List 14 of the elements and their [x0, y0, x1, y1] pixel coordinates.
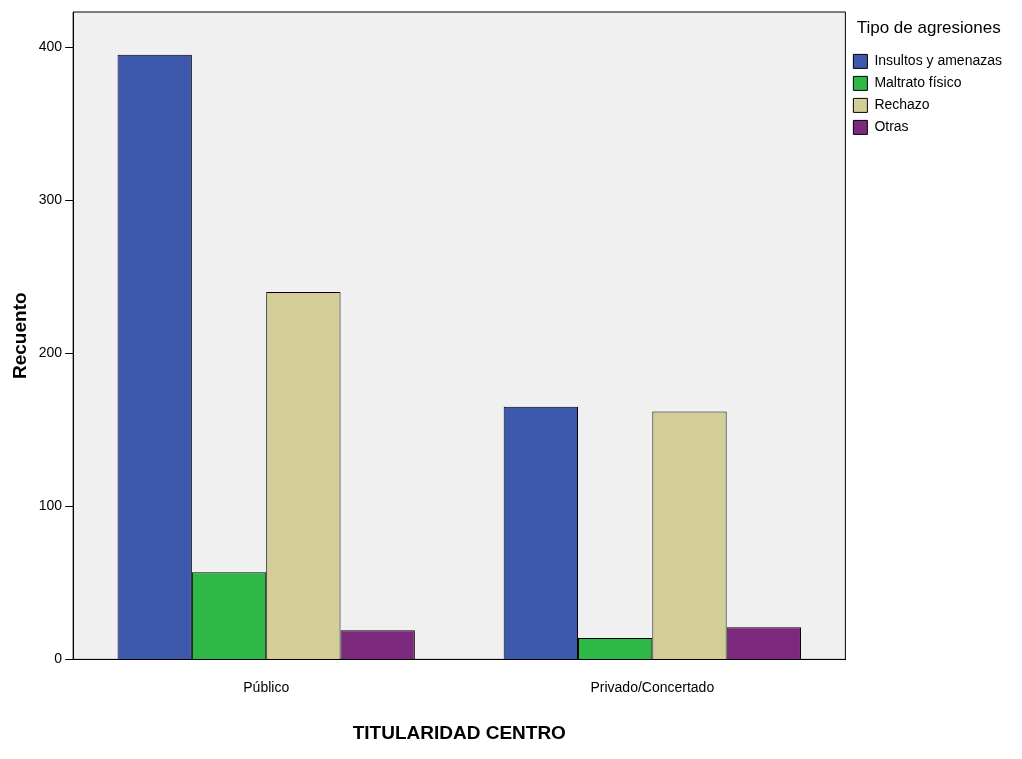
- x-axis-title: TITULARIDAD CENTRO: [352, 721, 566, 743]
- legend-label: Insultos y amenazas: [874, 52, 1002, 69]
- y-tick-label: 300: [38, 191, 63, 208]
- y-tick-label: 200: [38, 344, 63, 361]
- legend-title: Tipo de agresiones: [856, 18, 1001, 38]
- legend-label: Maltrato físico: [874, 74, 962, 91]
- y-tick-label: 100: [38, 497, 63, 514]
- legend-label: Rechazo: [874, 96, 930, 113]
- y-axis-title: Recuento: [8, 292, 30, 379]
- x-tick-label: Público: [243, 678, 290, 695]
- y-tick-label: 0: [54, 650, 63, 667]
- x-tick-label: Privado/Concertado: [590, 678, 715, 695]
- y-tick-label: 400: [38, 38, 63, 55]
- legend-label: Otras: [874, 118, 909, 135]
